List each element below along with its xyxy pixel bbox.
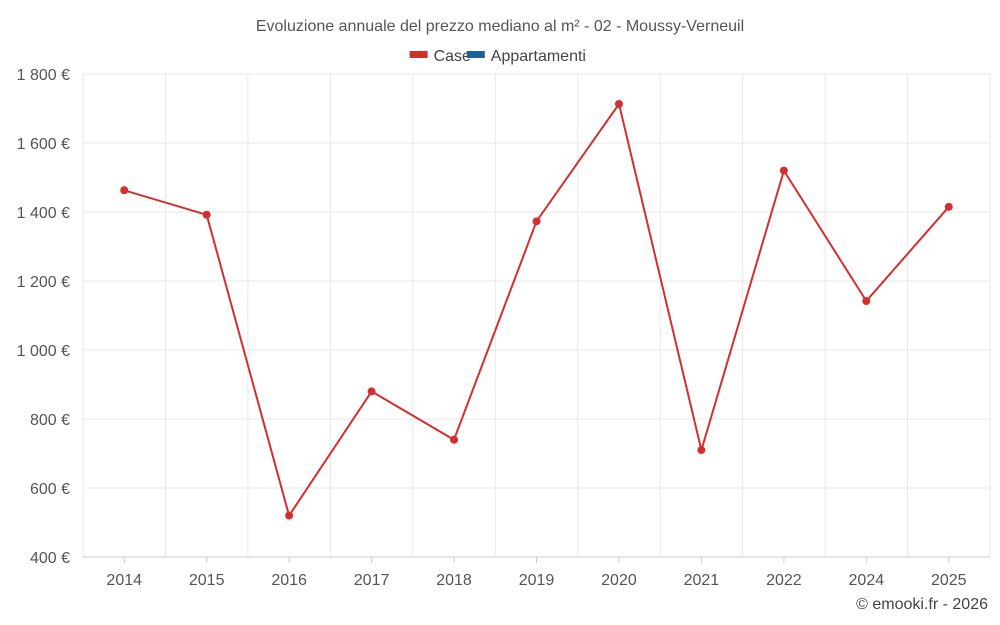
y-tick-label: 1 600 € bbox=[17, 136, 70, 153]
legend-item[interactable]: Case bbox=[409, 48, 471, 65]
data-point[interactable] bbox=[697, 446, 706, 455]
x-tick-label: 2020 bbox=[601, 572, 637, 589]
data-point[interactable] bbox=[367, 387, 376, 396]
axes bbox=[83, 556, 990, 563]
x-tick-label: 2015 bbox=[189, 572, 225, 589]
x-tick-label: 2016 bbox=[271, 572, 307, 589]
y-tick-label: 1 200 € bbox=[17, 274, 70, 291]
y-tick-label: 400 € bbox=[30, 550, 70, 567]
x-tick-label: 2014 bbox=[106, 572, 142, 589]
x-axis-ticks: 2014 2015 2016 2017 2018 2019 2020 2021 2022 2024… bbox=[106, 572, 966, 589]
credit-text: © emooki.fr - 2026 bbox=[856, 596, 988, 613]
data-point[interactable] bbox=[285, 511, 294, 520]
data-point[interactable] bbox=[532, 217, 541, 226]
data-point[interactable] bbox=[779, 166, 788, 175]
legend-label: Case bbox=[434, 48, 471, 65]
data-point[interactable] bbox=[614, 100, 623, 109]
legend-item[interactable]: Appartamenti bbox=[466, 48, 586, 65]
chart-title: Evoluzione annuale del prezzo mediano al… bbox=[256, 18, 744, 35]
y-tick-label: 1 400 € bbox=[17, 205, 70, 222]
x-tick-label: 2025 bbox=[931, 572, 967, 589]
data-point[interactable] bbox=[120, 186, 129, 195]
x-tick-label: 2019 bbox=[519, 572, 555, 589]
y-axis-ticks: 400 € 600 € 800 € 1 000 € 1 200 € 1 400 € 1 60… bbox=[17, 67, 70, 567]
data-point[interactable] bbox=[450, 435, 459, 444]
y-tick-label: 600 € bbox=[30, 481, 70, 498]
x-tick-label: 2018 bbox=[436, 572, 472, 589]
y-tick-label: 1 000 € bbox=[17, 343, 70, 360]
data-point[interactable] bbox=[944, 202, 953, 211]
grid-lines bbox=[82, 73, 991, 557]
y-tick-label: 800 € bbox=[30, 412, 70, 429]
x-tick-label: 2022 bbox=[766, 572, 802, 589]
x-tick-label: 2024 bbox=[849, 572, 885, 589]
data-point[interactable] bbox=[862, 297, 871, 306]
x-tick-label: 2017 bbox=[354, 572, 390, 589]
legend-label: Appartamenti bbox=[491, 48, 586, 65]
legend-swatch bbox=[466, 51, 485, 58]
legend-swatch bbox=[409, 51, 428, 58]
legend: Case Appartamenti bbox=[409, 48, 586, 65]
data-point[interactable] bbox=[202, 210, 211, 219]
series-layer bbox=[120, 100, 953, 520]
x-tick-label: 2021 bbox=[684, 572, 720, 589]
y-tick-label: 1 800 € bbox=[17, 67, 70, 84]
